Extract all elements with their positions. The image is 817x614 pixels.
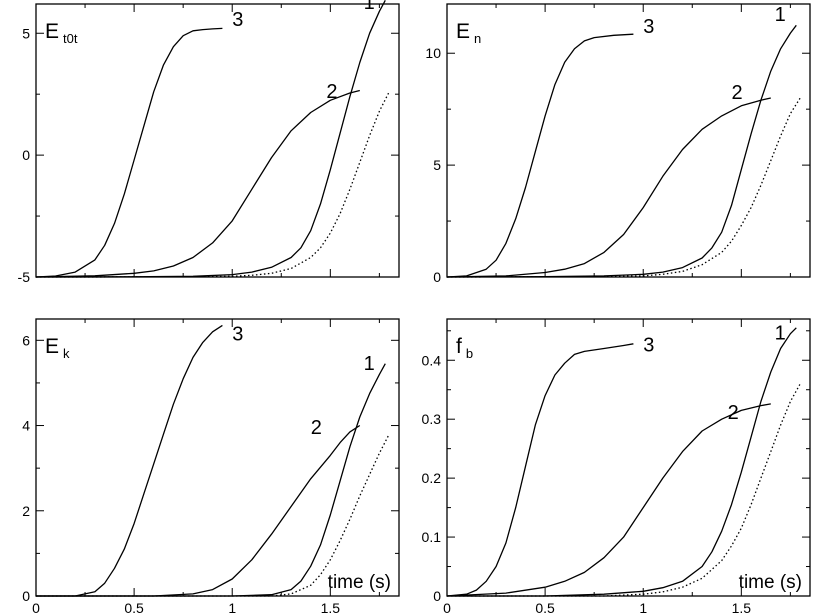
plot-frame [446, 3, 811, 278]
curve-label-3: 3 [643, 334, 654, 356]
series-dotted-line [447, 383, 801, 597]
x-tick-label: 0 [32, 600, 40, 614]
curve-label-2: 2 [732, 82, 743, 104]
y-tick-label: 4 [22, 418, 30, 434]
y-tick-label: 0.1 [422, 529, 442, 545]
curve-label-2: 2 [311, 417, 322, 439]
y-tick-label: 0 [22, 147, 30, 163]
quantity-label-sub: b [466, 346, 473, 361]
series-line-3 [35, 27, 223, 278]
quantity-label-main: f [456, 335, 462, 358]
y-tick-label: 0 [433, 588, 441, 604]
x-tick-label: 0.5 [535, 600, 555, 614]
panel-1: -5 0 5 3 2 1 E t0t [18, 0, 400, 285]
x-axis-title: time (s) [328, 572, 391, 593]
y-tick-label: 0.4 [422, 352, 442, 368]
series-dotted-line [35, 91, 390, 278]
series-dotted-line [446, 97, 801, 278]
y-tick-label: 0 [22, 588, 30, 604]
plot-frame [35, 318, 400, 597]
series-line-1 [36, 363, 386, 597]
curve-label-1: 1 [775, 323, 786, 345]
series-line-3 [36, 324, 223, 597]
x-tick-label: 1.5 [732, 600, 752, 614]
plot-frame [446, 318, 811, 597]
y-tick-label: 5 [433, 157, 441, 173]
series-line-2 [446, 403, 771, 597]
series-line-2 [35, 89, 360, 278]
curve-label-1: 1 [364, 353, 375, 375]
series-line-3 [446, 343, 634, 597]
y-tick-label: 6 [22, 332, 30, 348]
x-tick-label: 1 [639, 600, 647, 614]
series-line-1 [35, 0, 386, 278]
panel-2: 0 5 10 3 2 1 E n [425, 3, 811, 285]
quantity-label-sub: t0t [63, 31, 78, 46]
x-tick-label: 1 [228, 600, 236, 614]
series-line-3 [446, 33, 634, 278]
quantity-label-sub: n [474, 31, 481, 46]
curve-label-3: 3 [643, 16, 654, 38]
x-tick-label: 0.5 [124, 600, 144, 614]
y-tick-label: 0 [433, 269, 441, 285]
series-line-1 [446, 24, 797, 278]
series-line-2 [36, 424, 361, 597]
x-tick-label: 0 [443, 600, 451, 614]
y-tick-label: -5 [18, 269, 31, 285]
quantity-label-sub: k [63, 346, 70, 361]
curve-label-3: 3 [232, 323, 243, 345]
curve-label-1: 1 [364, 0, 375, 14]
curve-label-1: 1 [775, 4, 786, 26]
curve-label-2: 2 [728, 402, 739, 424]
y-tick-label: 5 [22, 25, 30, 41]
plot-frame [35, 3, 400, 278]
panel-3: 0 0.5 1 1.5 0 2 4 6 3 2 1 E k time (s) [22, 318, 400, 614]
y-tick-label: 0.2 [422, 470, 442, 486]
curve-label-2: 2 [326, 81, 337, 103]
curve-label-3: 3 [232, 9, 243, 31]
quantity-label-main: E [45, 335, 59, 358]
x-axis-title: time (s) [739, 572, 802, 593]
series-line-1 [447, 327, 797, 597]
y-tick-label: 10 [425, 45, 441, 61]
x-tick-label: 1.5 [321, 600, 341, 614]
quantity-label-main: E [45, 20, 59, 43]
quantity-label-main: E [456, 20, 470, 43]
panel-4: 0 0.5 1 1.5 0 0.1 0.2 0.3 0.4 3 2 1 f b time (s) [422, 318, 811, 614]
y-tick-label: 0.3 [422, 411, 442, 427]
series-line-2 [446, 97, 771, 278]
y-tick-label: 2 [22, 503, 30, 519]
